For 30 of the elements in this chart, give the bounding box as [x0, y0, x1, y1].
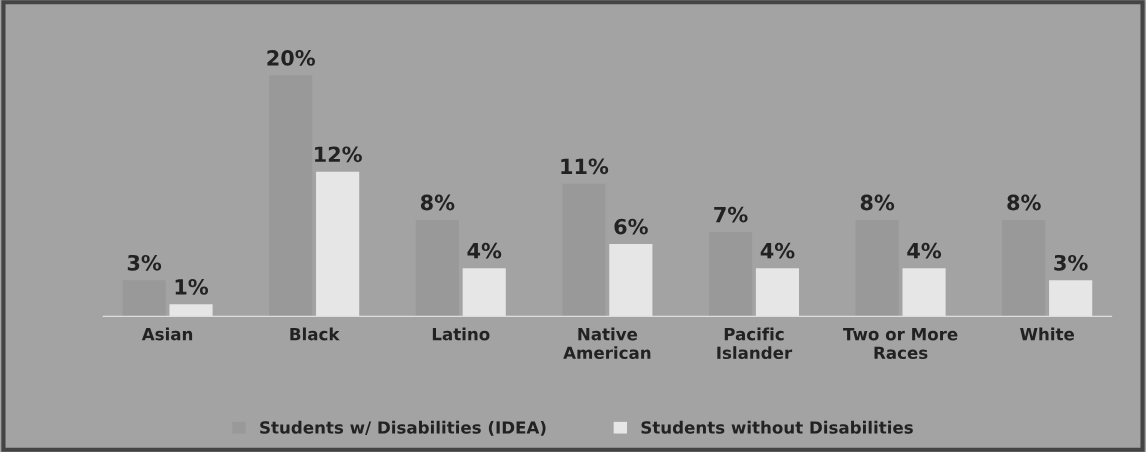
- data-label: 4%: [760, 242, 795, 259]
- x-tick-label: Native American: [563, 327, 651, 360]
- legend-label: Students w/ Disabilities (IDEA): [260, 420, 546, 436]
- legend-label: Students without Disabilities: [641, 420, 913, 434]
- bar: [1002, 219, 1046, 317]
- data-label: 6%: [614, 218, 648, 235]
- x-tick-label: Pacific Islander: [717, 327, 793, 360]
- x-tick-label: Asian: [141, 327, 193, 341]
- bar: [269, 75, 313, 317]
- x-tick-label: Two or More Races: [843, 328, 958, 360]
- bar: [708, 232, 753, 317]
- data-label: 8%: [1007, 194, 1041, 211]
- data-label: 4%: [467, 242, 502, 259]
- data-label: 3%: [1054, 254, 1088, 271]
- bar: [415, 219, 459, 317]
- data-label: 3%: [127, 254, 162, 271]
- data-label: 20%: [267, 49, 315, 66]
- bar: [122, 280, 166, 317]
- data-label: 8%: [860, 194, 895, 211]
- data-label: 8%: [420, 194, 455, 211]
- x-tick-label: Latino: [432, 327, 490, 341]
- data-label: 1%: [175, 279, 209, 295]
- data-label: 7%: [714, 206, 748, 223]
- x-tick-label: Black: [290, 327, 340, 341]
- data-label: 4%: [907, 242, 942, 259]
- data-label: 11%: [561, 158, 609, 175]
- data-label: 12%: [315, 146, 362, 163]
- bar: [562, 183, 606, 317]
- bar: [855, 219, 899, 317]
- x-tick-label: White: [1020, 327, 1074, 341]
